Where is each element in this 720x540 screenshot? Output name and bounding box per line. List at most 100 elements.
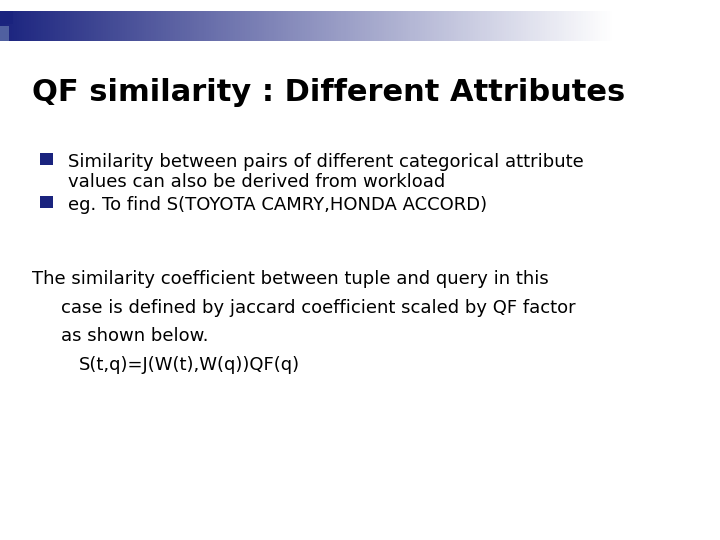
Bar	[398, 11, 402, 40]
Bar	[581, 11, 584, 40]
Bar	[439, 11, 442, 40]
Bar	[221, 11, 224, 40]
Bar	[490, 11, 492, 40]
Bar	[468, 11, 471, 40]
Bar	[283, 11, 287, 40]
Bar	[667, 11, 670, 40]
Bar	[643, 11, 647, 40]
Bar	[557, 11, 560, 40]
Bar	[216, 11, 219, 40]
Bar	[17, 11, 20, 40]
Bar	[696, 11, 699, 40]
Bar	[315, 11, 318, 40]
Bar	[94, 11, 96, 40]
Bar	[343, 11, 346, 40]
Bar	[394, 11, 397, 40]
Bar	[135, 11, 138, 40]
Bar	[178, 11, 181, 40]
Bar	[567, 11, 570, 40]
Bar	[348, 11, 351, 40]
Bar	[639, 11, 642, 40]
Bar	[266, 11, 269, 40]
Bar	[425, 11, 428, 40]
Bar	[81, 11, 85, 40]
Bar	[161, 11, 164, 40]
Bar	[151, 11, 154, 40]
Bar	[518, 11, 521, 40]
Bar	[58, 11, 60, 40]
Bar	[511, 11, 514, 40]
Bar	[506, 11, 510, 40]
Text: values can also be derived from workload: values can also be derived from workload	[68, 173, 446, 191]
Bar	[0, 25, 9, 40]
Bar	[382, 11, 384, 40]
Bar	[60, 11, 63, 40]
Bar	[492, 11, 495, 40]
Bar	[405, 11, 409, 40]
Bar	[513, 11, 517, 40]
Text: S(t,q)=J(W(t),W(q))QF(q): S(t,q)=J(W(t),W(q))QF(q)	[79, 356, 300, 374]
Bar	[672, 11, 675, 40]
Bar	[427, 11, 431, 40]
Bar	[631, 11, 634, 40]
Bar	[225, 11, 229, 40]
Bar	[626, 11, 629, 40]
Bar	[621, 11, 625, 40]
Bar	[243, 11, 246, 40]
Bar	[252, 11, 255, 40]
Bar	[715, 11, 719, 40]
Bar	[610, 11, 613, 40]
Bar	[686, 11, 690, 40]
Bar	[588, 11, 591, 40]
Bar	[641, 11, 644, 40]
Bar	[261, 11, 265, 40]
Bar	[578, 11, 582, 40]
Bar	[34, 11, 37, 40]
Bar	[199, 11, 202, 40]
Bar	[485, 11, 488, 40]
Bar	[657, 11, 661, 40]
Bar	[554, 11, 557, 40]
Bar	[372, 11, 375, 40]
Bar	[718, 11, 720, 40]
Bar	[477, 11, 481, 40]
Bar	[559, 11, 562, 40]
Bar	[535, 11, 539, 40]
Bar	[108, 11, 111, 40]
Bar	[72, 11, 75, 40]
Bar	[132, 11, 135, 40]
Bar	[182, 11, 186, 40]
Bar	[571, 11, 575, 40]
Bar	[269, 11, 272, 40]
Bar	[369, 11, 373, 40]
Bar	[185, 11, 188, 40]
Text: QF similarity : Different Attributes: QF similarity : Different Attributes	[32, 78, 626, 107]
Bar	[441, 11, 445, 40]
Bar	[528, 11, 531, 40]
Bar	[379, 11, 382, 40]
Bar	[459, 11, 462, 40]
Bar	[204, 11, 207, 40]
Bar	[43, 11, 46, 40]
Bar	[387, 11, 390, 40]
Bar	[27, 11, 30, 40]
Bar	[516, 11, 519, 40]
Bar	[415, 11, 418, 40]
Bar	[235, 11, 238, 40]
Bar	[504, 11, 507, 40]
Bar	[281, 11, 284, 40]
Bar	[295, 11, 298, 40]
Bar	[593, 11, 596, 40]
Bar	[329, 11, 332, 40]
Bar	[336, 11, 339, 40]
Bar	[617, 11, 620, 40]
Bar	[40, 196, 53, 208]
Bar	[297, 11, 301, 40]
Bar	[127, 11, 130, 40]
Bar	[655, 11, 658, 40]
Bar	[552, 11, 555, 40]
Text: eg. To find S(TOYOTA CAMRY,HONDA ACCORD): eg. To find S(TOYOTA CAMRY,HONDA ACCORD)	[68, 196, 487, 214]
Bar	[122, 11, 125, 40]
Bar	[113, 11, 116, 40]
Bar	[115, 11, 118, 40]
